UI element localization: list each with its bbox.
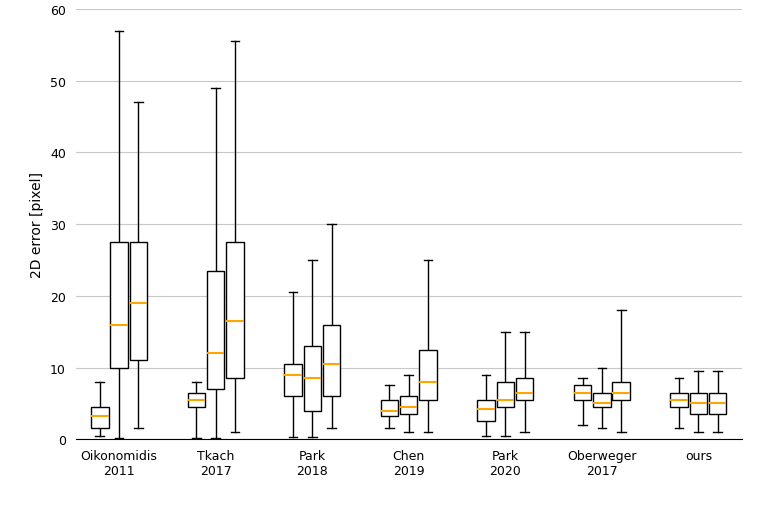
PathPatch shape bbox=[322, 325, 340, 396]
PathPatch shape bbox=[129, 242, 147, 361]
PathPatch shape bbox=[612, 382, 630, 400]
PathPatch shape bbox=[111, 242, 128, 368]
PathPatch shape bbox=[188, 393, 205, 407]
PathPatch shape bbox=[304, 346, 321, 411]
PathPatch shape bbox=[574, 386, 591, 400]
PathPatch shape bbox=[497, 382, 514, 407]
PathPatch shape bbox=[226, 242, 244, 379]
PathPatch shape bbox=[381, 400, 398, 417]
PathPatch shape bbox=[516, 379, 534, 400]
PathPatch shape bbox=[478, 400, 495, 422]
Y-axis label: 2D error [pixel]: 2D error [pixel] bbox=[30, 172, 45, 278]
PathPatch shape bbox=[284, 364, 301, 396]
PathPatch shape bbox=[400, 396, 417, 414]
PathPatch shape bbox=[91, 407, 108, 429]
PathPatch shape bbox=[419, 350, 437, 400]
PathPatch shape bbox=[709, 393, 727, 414]
PathPatch shape bbox=[593, 393, 611, 407]
PathPatch shape bbox=[207, 271, 224, 389]
PathPatch shape bbox=[690, 393, 707, 414]
PathPatch shape bbox=[671, 393, 688, 407]
